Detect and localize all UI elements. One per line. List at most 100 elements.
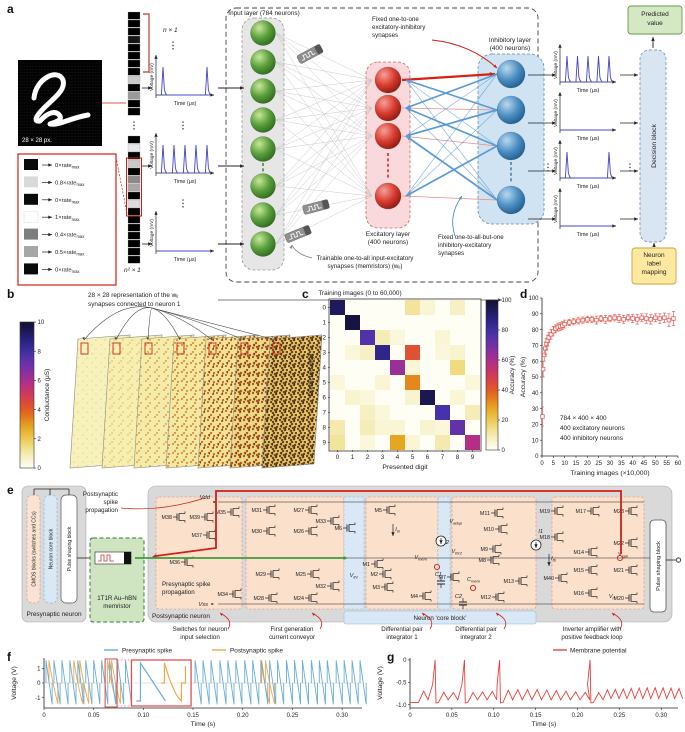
svg-text:28 × 28 px.: 28 × 28 px. — [22, 138, 52, 144]
svg-text:Vdd: Vdd — [200, 495, 211, 501]
panel-e: CMOS blocks (switches and CCs) Neuron cor… — [21, 485, 682, 641]
svg-text:Accuracy (%): Accuracy (%) — [509, 356, 516, 395]
svg-text:Voltage (mV): Voltage (mV) — [553, 99, 559, 127]
svg-text:Cmem: Cmem — [467, 577, 481, 584]
svg-text:2: 2 — [38, 437, 42, 443]
svg-text:M6: M6 — [335, 526, 343, 532]
svg-text:Vrf: Vrf — [609, 594, 616, 601]
svg-text:0×ratemax: 0×ratemax — [55, 163, 80, 170]
svg-text:M23: M23 — [614, 509, 625, 515]
svg-text:0: 0 — [323, 305, 327, 312]
svg-text:0.15: 0.15 — [530, 713, 542, 719]
memristor-icon — [296, 44, 324, 64]
svg-text:Inhibitory layer: Inhibitory layer — [489, 37, 532, 44]
svg-text:Vmem: Vmem — [414, 555, 427, 562]
svg-text:7: 7 — [323, 410, 327, 417]
svg-text:100: 100 — [502, 298, 513, 304]
svg-text:M18: M18 — [540, 535, 551, 541]
svg-text:-0.5: -0.5 — [396, 681, 407, 687]
svg-text:M14: M14 — [574, 550, 585, 556]
svg-text:Vadap: Vadap — [449, 519, 462, 526]
svg-text:3: 3 — [381, 454, 385, 461]
svg-text:Predicted digit: Predicted digit — [308, 353, 315, 396]
svg-text:Ifb: Ifb — [551, 556, 557, 563]
svg-text:M29: M29 — [256, 572, 267, 578]
svg-text:60: 60 — [675, 461, 682, 467]
panel-a: 28 × 28 px. n × 1 n² × 1 0×ratemax 0.8×ratem… — [17, 5, 683, 286]
svg-text:Pulse shaping block: Pulse shaping block — [656, 541, 662, 591]
svg-text:M8: M8 — [479, 558, 487, 564]
svg-text:7: 7 — [441, 454, 445, 461]
svg-text:M33: M33 — [316, 519, 327, 525]
svg-text:400 excitatory neurons: 400 excitatory neurons — [560, 425, 625, 432]
svg-text:Accuracy (%): Accuracy (%) — [520, 357, 527, 397]
decision-chain: Decision block Predicted value Neuron labelm… — [627, 5, 683, 285]
svg-text:Pulse shaping block: Pulse shaping block — [67, 526, 73, 571]
svg-text:10: 10 — [561, 461, 568, 467]
svg-text:I2: I2 — [444, 540, 450, 546]
svg-text:Time (μs): Time (μs) — [577, 184, 600, 190]
svg-text:inhibitory-excitatory: inhibitory-excitatory — [438, 242, 492, 249]
svg-text:synapses connected to neuron 1: synapses connected to neuron 1 — [88, 301, 181, 308]
panel-d: 0 10 20 30 40 50 60 70 80 90 100 0 5 10 15 20 25 30 35 40 45… — [520, 296, 682, 477]
svg-text:M39: M39 — [190, 515, 201, 521]
svg-text:20: 20 — [502, 418, 509, 424]
svg-text:Predicted: Predicted — [641, 11, 669, 18]
memristor-icon — [284, 225, 312, 243]
svg-text:M10: M10 — [484, 527, 495, 533]
svg-text:Neuron: Neuron — [643, 252, 665, 259]
svg-text:400 inhibitory neurons: 400 inhibitory neurons — [560, 435, 623, 442]
svg-text:Time (s): Time (s) — [532, 721, 557, 728]
svg-text:Time (μs): Time (μs) — [174, 179, 197, 185]
svg-text:CMOS blocks (switches and CCs): CMOS blocks (switches and CCs) — [32, 511, 38, 587]
svg-text:0: 0 — [37, 681, 41, 687]
svg-text:synapses: synapses — [372, 32, 398, 39]
svg-text:28 × 28 representation of the: 28 × 28 representation of the wᵢⱼ — [88, 292, 178, 299]
panel-label-b: b — [7, 287, 15, 301]
svg-text:Postsynaptic spike: Postsynaptic spike — [230, 648, 283, 655]
svg-text:M19: M19 — [540, 509, 551, 515]
svg-text:(400 neurons): (400 neurons) — [368, 239, 408, 246]
svg-text:M13: M13 — [504, 579, 515, 585]
svg-text:15: 15 — [573, 461, 580, 467]
svg-text:M40: M40 — [544, 576, 555, 582]
svg-text:M16: M16 — [574, 591, 585, 597]
svg-text:Trainable one-to-all input-exc: Trainable one-to-all input-excitatory — [317, 255, 415, 262]
svg-text:0: 0 — [403, 658, 407, 664]
panel-label-d: d — [520, 287, 528, 301]
panel-label-a: a — [7, 2, 14, 16]
svg-text:784 × 400 × 400: 784 × 400 × 400 — [560, 415, 607, 422]
svg-text:4: 4 — [323, 365, 327, 372]
svg-text:M15: M15 — [574, 568, 585, 574]
panel-label-e: e — [7, 483, 14, 497]
svg-text:First generation: First generation — [271, 626, 315, 633]
svg-text:0: 0 — [336, 454, 340, 461]
svg-text:10: 10 — [38, 320, 45, 326]
svg-text:memristor: memristor — [103, 603, 131, 610]
svg-text:Presented digit: Presented digit — [382, 464, 427, 471]
svg-text:-1.0: -1.0 — [396, 703, 407, 709]
svg-text:1: 1 — [37, 666, 41, 672]
svg-text:Time (s): Time (s) — [191, 721, 216, 728]
svg-text:90: 90 — [532, 312, 539, 318]
svg-text:0: 0 — [38, 466, 42, 472]
svg-text:mapping: mapping — [642, 269, 667, 276]
svg-text:8: 8 — [456, 454, 460, 461]
svg-text:0.10: 0.10 — [138, 713, 150, 719]
svg-text:60: 60 — [532, 359, 539, 365]
svg-text:M34: M34 — [218, 592, 229, 598]
svg-text:1: 1 — [323, 320, 327, 327]
svg-text:80: 80 — [532, 328, 539, 334]
svg-text:0.30: 0.30 — [336, 713, 348, 719]
svg-text:Vss: Vss — [198, 602, 208, 608]
svg-text:50: 50 — [652, 461, 659, 467]
svg-text:M21: M21 — [614, 568, 625, 574]
svg-text:0.5×ratemax: 0.5×ratemax — [55, 250, 85, 257]
svg-text:Training images (0 to 60,000): Training images (0 to 60,000) — [318, 290, 401, 297]
svg-text:M17: M17 — [576, 509, 587, 515]
svg-text:Voltage (mV): Voltage (mV) — [149, 63, 155, 91]
svg-text:Vspk: Vspk — [618, 552, 629, 559]
svg-text:45: 45 — [641, 461, 648, 467]
svg-text:50: 50 — [532, 375, 539, 381]
